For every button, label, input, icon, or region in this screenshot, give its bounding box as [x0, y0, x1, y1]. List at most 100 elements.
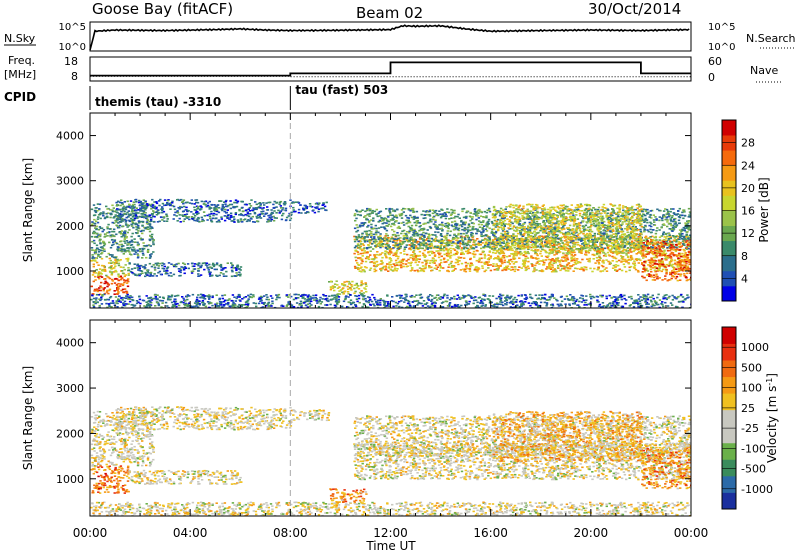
power-cell [198, 262, 201, 265]
power-cell [262, 207, 265, 209]
power-cell [445, 252, 449, 255]
power-cell [454, 222, 458, 225]
power-cell [99, 246, 103, 249]
power-cell [236, 274, 239, 276]
power-cell [570, 247, 573, 250]
power-cell [467, 236, 471, 239]
power-cell [95, 261, 99, 264]
power-cell [312, 209, 315, 211]
power-cell [516, 244, 520, 246]
power-cell [496, 250, 499, 253]
power-cell [204, 200, 208, 203]
n-sky-tick-bottom-right: 10^0 [708, 42, 735, 53]
power-cell [384, 265, 388, 267]
power-cell [628, 218, 631, 221]
power-cell [476, 270, 479, 273]
power-cell [259, 217, 263, 219]
power-cell [521, 225, 524, 227]
power-cell [149, 235, 152, 237]
power-cell [447, 222, 450, 225]
power-cell [415, 224, 418, 227]
power-cell [430, 269, 433, 272]
power-cell [152, 264, 155, 266]
power-cell [457, 232, 460, 235]
power-cell [505, 265, 508, 268]
power-cell [185, 216, 188, 218]
power-cell [406, 253, 409, 256]
power-cell [180, 266, 183, 268]
power-cell [161, 202, 165, 205]
power-cell [587, 219, 590, 222]
power-cell [409, 264, 412, 267]
power-cell [411, 208, 414, 210]
power-cell [359, 248, 362, 250]
power-cell [235, 269, 238, 272]
power-cell [163, 265, 166, 268]
power-cell [99, 227, 102, 230]
power-cell [236, 264, 239, 267]
power-cell [232, 206, 235, 209]
power-cell [91, 249, 94, 251]
power-cell [482, 246, 485, 248]
power-cell [356, 262, 359, 264]
power-cell [119, 204, 122, 207]
power-cell [412, 246, 415, 248]
power-cell [139, 264, 142, 267]
power-cell [359, 214, 362, 217]
power-cell [452, 242, 455, 244]
power-cell [149, 254, 152, 256]
power-cell [651, 235, 654, 238]
power-cell [642, 208, 645, 211]
power-cell [603, 220, 606, 223]
power-cell [621, 249, 625, 252]
power-cell [190, 262, 194, 265]
power-cell [140, 212, 143, 215]
power-cell [566, 237, 569, 240]
power-cell [215, 209, 219, 211]
power-cell [199, 265, 203, 268]
power-cell [474, 239, 477, 242]
power-cell [431, 234, 435, 236]
power-cell [140, 210, 144, 212]
power-cell [678, 238, 681, 241]
power-cell [147, 248, 150, 251]
power-cell [499, 240, 502, 243]
power-cell [153, 273, 156, 275]
power-cell [110, 271, 113, 273]
power-cell [434, 224, 437, 226]
power-cell [143, 226, 146, 229]
power-cell [634, 268, 638, 271]
power-cell [370, 236, 373, 238]
power-cell [394, 246, 397, 248]
power-cell [606, 212, 609, 215]
power-cell [129, 246, 132, 249]
power-cell [526, 257, 530, 259]
power-cell [366, 240, 369, 243]
power-cell [149, 204, 152, 207]
power-cell [114, 265, 117, 267]
power-cell [239, 266, 243, 268]
power-cell [392, 247, 395, 249]
power-cell [391, 229, 394, 231]
power-cell [636, 248, 640, 251]
power-cell [477, 217, 481, 219]
power-cell [438, 228, 441, 230]
power-cell [494, 265, 498, 267]
power-cell [230, 220, 233, 222]
power-cell [463, 246, 466, 248]
power-cell [450, 213, 453, 215]
power-cell [441, 213, 445, 215]
power-cell [233, 275, 237, 277]
power-cell [123, 236, 127, 239]
power-cell [517, 269, 520, 271]
power-cell [111, 255, 114, 258]
power-cell [273, 210, 276, 212]
power-cell [347, 293, 350, 295]
power-cell [99, 272, 102, 275]
power-cell [97, 264, 100, 266]
power-cell [184, 215, 187, 217]
power-cell [115, 205, 119, 207]
power-cell [170, 275, 173, 277]
power-cell [637, 262, 640, 264]
power-cell [148, 224, 152, 226]
